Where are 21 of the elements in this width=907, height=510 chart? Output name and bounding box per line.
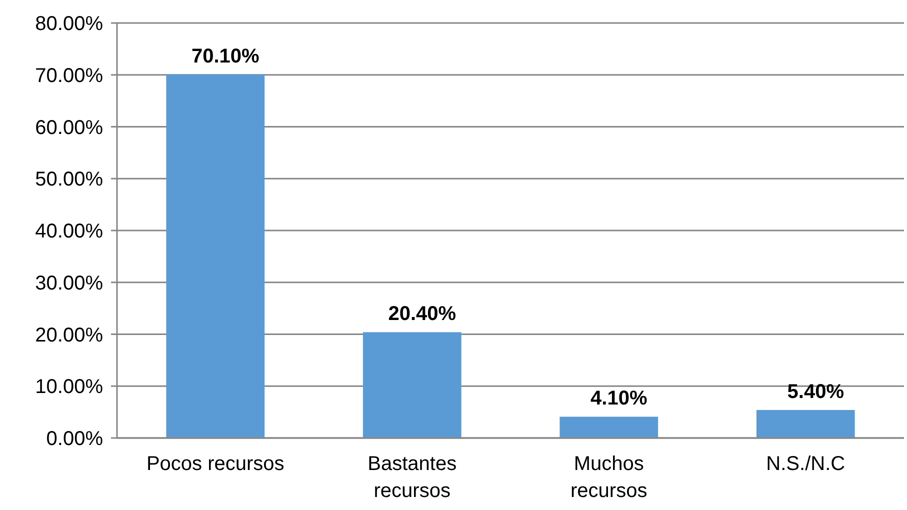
y-tick-label: 10.00%	[35, 376, 104, 398]
bar	[560, 416, 658, 438]
bar	[756, 410, 855, 438]
x-tick-label: N.S./N.C	[766, 453, 846, 475]
x-tick-label: Bastantes recursos	[368, 453, 457, 502]
x-tick-label: Muchos recursos	[570, 453, 648, 502]
data-label: 70.10%	[191, 45, 260, 68]
y-tick-label: 80.00%	[35, 13, 104, 35]
y-tick-label: 20.00%	[35, 324, 104, 346]
x-tick-label: Pocos recursos	[146, 453, 284, 475]
y-tick-label: 50.00%	[35, 168, 104, 191]
y-tick-label: 60.00%	[35, 116, 104, 139]
data-label: 5.40%	[787, 380, 844, 403]
y-tick-label: 40.00%	[35, 220, 104, 242]
bar	[362, 332, 462, 438]
data-label: 4.10%	[590, 388, 648, 410]
y-tick-label: 30.00%	[35, 272, 104, 294]
y-tick-label: 0.00%	[46, 428, 104, 450]
bar	[166, 74, 265, 438]
y-tick-label: 70.00%	[35, 64, 104, 87]
data-label: 20.40%	[388, 303, 456, 326]
